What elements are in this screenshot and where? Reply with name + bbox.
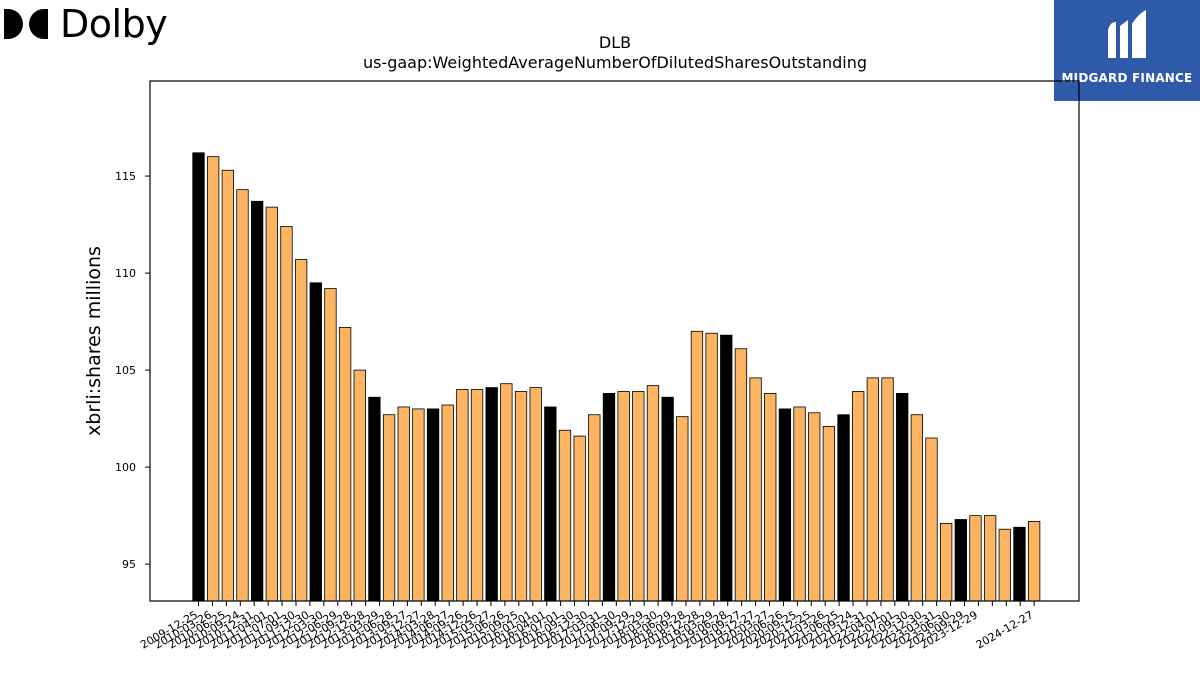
bar-2011-07-01 xyxy=(280,226,293,602)
bar-2020-03-27 xyxy=(793,406,806,602)
bar-2022-09-30 xyxy=(940,522,953,602)
bar-2012-09-28 xyxy=(353,369,366,602)
bar-2023-09-29 xyxy=(998,528,1011,602)
x-axis-ticks: 2009-12-252010-03-262010-06-252010-09-24… xyxy=(138,601,1036,652)
bar-2015-09-25 xyxy=(529,387,542,602)
bar-2016-12-30 xyxy=(602,392,616,602)
bar-2022-04-01 xyxy=(910,414,923,602)
bar-2013-09-27 xyxy=(412,408,425,602)
bar-2009-12-25 xyxy=(192,152,205,602)
bar-2020-06-26 xyxy=(808,412,821,602)
bar-2021-03-26 xyxy=(852,391,865,602)
bar-2018-09-28 xyxy=(705,332,718,602)
chart-title: DLB xyxy=(599,33,631,52)
bar-2021-06-25 xyxy=(866,377,880,602)
y-axis-ticks: 95 100 105 110 115 xyxy=(115,170,150,571)
bar-2010-03-26 xyxy=(207,156,220,602)
midgard-m-icon xyxy=(1108,10,1146,58)
bar-2019-12-27 xyxy=(778,408,792,602)
bar-2017-09-29 xyxy=(646,385,660,602)
bar-2023-12-29 xyxy=(1013,526,1026,602)
bar-2018-03-30 xyxy=(676,416,689,602)
dolby-double-d-icon xyxy=(4,9,48,39)
midgard-logo-text: MIDGARD FINANCE xyxy=(1061,71,1193,85)
bar-2014-12-26 xyxy=(485,387,498,602)
bar-2011-12-30 xyxy=(309,282,322,602)
bar-2013-06-28 xyxy=(397,406,410,602)
y-tick-label: 105 xyxy=(115,364,136,377)
bar-2024-03-29 xyxy=(1027,521,1041,602)
bar-2017-12-29 xyxy=(661,396,674,602)
y-tick-label: 100 xyxy=(115,461,136,474)
x-tick-label: 2024-12-27 xyxy=(974,608,1036,651)
bar-2012-06-29 xyxy=(338,327,352,602)
bar-2018-12-28 xyxy=(720,334,733,602)
bar-2014-09-26 xyxy=(470,389,484,602)
bar-2016-01-01 xyxy=(544,406,557,602)
bar-2017-06-30 xyxy=(632,391,645,602)
bar-2015-06-26 xyxy=(514,391,528,602)
bar-2011-09-30 xyxy=(294,259,308,602)
bar-2019-03-29 xyxy=(734,348,748,602)
bar-2014-06-27 xyxy=(456,389,469,602)
bar-2013-03-29 xyxy=(382,414,396,602)
bar-2010-09-24 xyxy=(236,189,249,602)
y-axis-label: xbrli:shares millions xyxy=(83,246,105,436)
bar-2010-12-31 xyxy=(250,200,264,602)
bar-2023-06-30 xyxy=(983,515,997,602)
dolby-logo: Dolby xyxy=(4,2,168,46)
bars-group xyxy=(192,152,1041,602)
bar-2014-03-28 xyxy=(441,404,454,602)
bar-2023-03-31 xyxy=(969,515,982,602)
bar-2017-03-31 xyxy=(617,391,630,602)
y-tick-label: 95 xyxy=(122,558,136,571)
bar-2011-04-01 xyxy=(265,206,278,602)
plot-frame xyxy=(149,80,1080,602)
bar-2019-09-27 xyxy=(764,392,777,602)
dolby-logo-text: Dolby xyxy=(60,2,168,46)
bar-2022-12-30 xyxy=(954,519,967,602)
bar-2013-12-27 xyxy=(426,408,440,602)
bar-2015-03-27 xyxy=(500,383,513,602)
y-tick-label: 115 xyxy=(115,170,136,183)
bar-2016-07-01 xyxy=(573,435,586,602)
chart-subtitle: us-gaap:WeightedAverageNumberOfDilutedSh… xyxy=(363,53,867,72)
bar-2020-09-25 xyxy=(822,425,836,602)
midgard-finance-logo: MIDGARD FINANCE xyxy=(1054,0,1200,101)
bar-2021-09-24 xyxy=(881,377,894,602)
bar-2019-06-28 xyxy=(749,377,762,602)
bar-2016-09-30 xyxy=(588,414,601,602)
bar-2020-12-25 xyxy=(837,414,850,602)
bar-2021-12-31 xyxy=(896,392,909,602)
bar-2010-06-25 xyxy=(221,169,234,602)
bar-2012-03-30 xyxy=(324,288,337,602)
y-tick-label: 110 xyxy=(115,267,136,280)
bar-2018-06-29 xyxy=(690,330,704,602)
bar-2016-04-01 xyxy=(558,429,572,602)
bar-2022-07-01 xyxy=(925,437,938,602)
bar-2012-12-28 xyxy=(368,396,381,602)
